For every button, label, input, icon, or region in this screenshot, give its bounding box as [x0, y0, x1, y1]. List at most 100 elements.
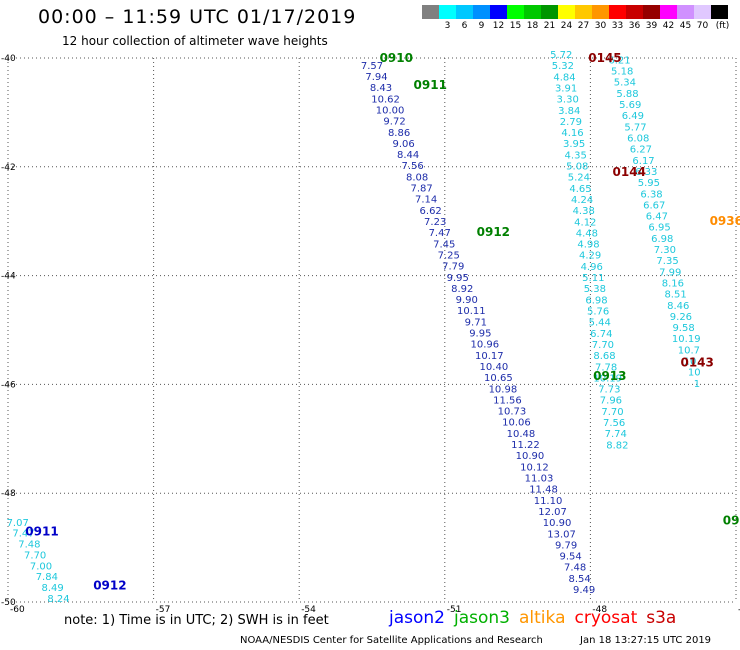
legend-tick: 6: [461, 21, 468, 31]
swh-value: 8.08: [406, 172, 428, 183]
swh-value: 11.03: [525, 474, 554, 485]
swh-value: 6.74: [590, 329, 612, 340]
track-id-label: 0144: [613, 165, 646, 179]
swh-value: 2.79: [560, 117, 582, 128]
legend-swatch: [592, 5, 609, 19]
lon-tick-label: -54: [301, 605, 316, 615]
swh-value: 10.73: [498, 407, 527, 418]
lon-tick-label: -45: [738, 605, 740, 615]
legend-tick: 45: [679, 21, 692, 31]
swh-value: 11.22: [511, 440, 540, 451]
swh-value: 8.92: [451, 284, 473, 295]
satellite-name: s3a: [646, 608, 677, 628]
swh-value: 7.57: [361, 61, 383, 72]
swh-value: 10.11: [457, 306, 486, 317]
swh-value: 5.69: [619, 100, 641, 111]
track-id-label: 0911: [414, 78, 447, 92]
swh-value: 6.98: [585, 295, 607, 306]
lon-tick-label: -51: [447, 605, 462, 615]
legend-swatch: [490, 5, 507, 19]
legend-swatch: [711, 5, 728, 19]
swh-value: 7.73: [598, 385, 620, 396]
swh-value: 10.98: [489, 384, 518, 395]
swh-value: 6.49: [622, 111, 644, 122]
track-id-label: 0912: [477, 225, 510, 239]
swh-value: 10.96: [471, 340, 500, 351]
legend-tick: 24: [560, 21, 573, 31]
swh-value: 4.24: [571, 195, 593, 206]
legend-swatch: [439, 5, 456, 19]
track-id-label: 0911: [25, 524, 58, 538]
satellite-name: altika: [519, 608, 566, 628]
satellite-name: cryosat: [574, 608, 638, 628]
swh-value: 5.38: [584, 284, 606, 295]
map-axes: -60 -57 -54 -51 -48 -45 -40 -42 -44 -46 -48 -50: [1, 54, 740, 615]
track-id-label: 0913: [593, 369, 626, 383]
track-id-label: 0936: [710, 214, 740, 228]
legend-swatch: [643, 5, 660, 19]
swh-value: 7.56: [401, 161, 423, 172]
swh-value: 6.95: [648, 223, 670, 234]
swh-value: 8.82: [606, 440, 628, 451]
swh-value: 7.87: [411, 184, 433, 195]
satellite-legend: jason2 jason3 altika cryosat s3a: [389, 608, 685, 628]
swh-value: 7.45: [433, 239, 455, 250]
swh-value: 4.98: [577, 240, 599, 251]
swh-value: 3.30: [557, 95, 579, 106]
swh-value: 8.43: [370, 83, 392, 94]
swh-value: 7.14: [415, 195, 437, 206]
legend-tick: 21: [543, 21, 556, 31]
swh-value: 8.46: [667, 301, 689, 312]
swh-value: 7.07: [7, 518, 29, 529]
swh-value: 10: [688, 368, 701, 379]
timestamp: Jan 18 13:27:15 UTC 2019: [580, 635, 712, 646]
swh-value: 6.33: [635, 167, 657, 178]
legend-tick: 12: [492, 21, 505, 31]
page-subtitle: 12 hour collection of altimeter wave hei…: [62, 34, 328, 48]
swh-value: 10.12: [520, 462, 549, 473]
swh-value: 5.76: [587, 306, 609, 317]
swh-value: 10.17: [475, 351, 504, 362]
swh-value: 10.48: [507, 429, 536, 440]
swh-value: 6.47: [646, 212, 668, 223]
legend-unit: (ft): [715, 21, 730, 31]
legend-tick: 33: [611, 21, 624, 31]
legend-ticks: 3 6 9 12 15 18 21 24 27 30 33 36 39 42 45 70 (ft): [422, 21, 731, 31]
swh-value: 4.12: [574, 217, 596, 228]
swh-value: 6.98: [651, 234, 673, 245]
swh-value: 3.91: [555, 83, 577, 94]
swh-value: 6.21: [608, 55, 630, 66]
swh-value: 8.54: [568, 574, 590, 585]
swh-value: 4.16: [561, 128, 583, 139]
swh-value: 8.44: [397, 150, 419, 161]
swh-value: 9.79: [555, 540, 577, 551]
swh-value: 3.84: [558, 106, 580, 117]
swh-value: 10.90: [516, 451, 545, 462]
lat-tick-label: -48: [1, 489, 16, 499]
color-legend: 3 6 9 12 15 18 21 24 27 30 33 36 39 42 45 70 (ft): [422, 5, 731, 31]
swh-value: 10.: [684, 357, 700, 368]
swh-value: 7.70: [601, 407, 623, 418]
swh-value: 7.78: [595, 362, 617, 373]
swh-value: 7.30: [654, 245, 676, 256]
swh-value: 10.06: [502, 418, 531, 429]
swh-value: 11.10: [534, 496, 563, 507]
legend-tick: 9: [478, 21, 485, 31]
swh-value: 11.48: [529, 485, 558, 496]
legend-swatch: [422, 5, 439, 19]
legend-tick: 3: [444, 21, 451, 31]
swh-value: 8.86: [388, 128, 410, 139]
legend-swatch: [473, 5, 490, 19]
swh-value: 7.00: [30, 561, 52, 572]
legend-swatch: [575, 5, 592, 19]
swh-value: 3.95: [563, 139, 585, 150]
swh-value: 6.62: [420, 206, 442, 217]
swh-value: 10.40: [480, 362, 509, 373]
swh-value: 8.51: [664, 290, 686, 301]
swh-value: 4.38: [573, 206, 595, 217]
swh-value: 5.88: [616, 89, 638, 100]
legend-tick: 30: [594, 21, 607, 31]
swh-value: 13.07: [547, 529, 576, 540]
track-labels: 0910091109120913014501440143093609110912…: [25, 51, 740, 593]
